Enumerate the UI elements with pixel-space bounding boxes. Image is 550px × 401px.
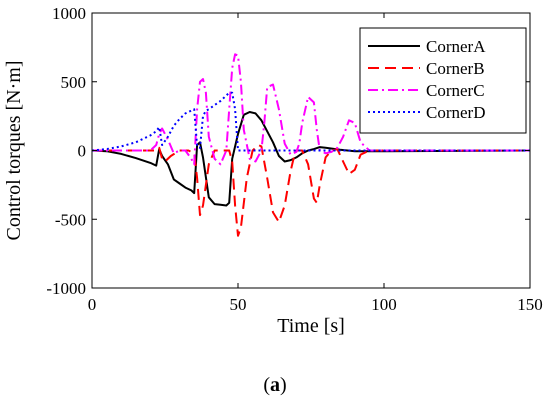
- legend: CornerA CornerB CornerC CornerD: [359, 27, 527, 134]
- tick-labels: 0 50 100 150 -1000 -500 0 500 1000: [46, 4, 542, 314]
- legend-label-cornerc: CornerC: [426, 81, 485, 100]
- y-tick-label: 1000: [52, 4, 86, 23]
- x-tick-label: 100: [371, 295, 397, 314]
- caption-letter: a: [270, 374, 280, 396]
- x-tick-label: 50: [230, 295, 247, 314]
- series-line-cornerc: [92, 53, 530, 166]
- y-tick-label: 0: [78, 142, 87, 161]
- legend-label-cornera: CornerA: [426, 37, 486, 56]
- y-tick-label: -500: [55, 210, 86, 229]
- series-line-cornera: [91, 111, 531, 207]
- x-axis-label: Time [s]: [277, 315, 345, 337]
- legend-label-cornerb: CornerB: [426, 59, 485, 78]
- series-line-cornerd: [91, 91, 530, 152]
- caption-open: (: [263, 374, 270, 396]
- ticks: [91, 12, 531, 289]
- x-tick-label: 150: [517, 295, 543, 314]
- caption-close: ): [280, 374, 287, 396]
- figure-caption: (a): [263, 374, 286, 396]
- y-tick-label: 500: [61, 73, 87, 92]
- plot-lines: [91, 53, 531, 237]
- legend-label-cornerd: CornerD: [426, 103, 485, 122]
- y-axis-label: Control torques [N·m]: [3, 61, 25, 241]
- x-tick-label: 0: [88, 295, 97, 314]
- y-tick-label: -1000: [46, 279, 86, 298]
